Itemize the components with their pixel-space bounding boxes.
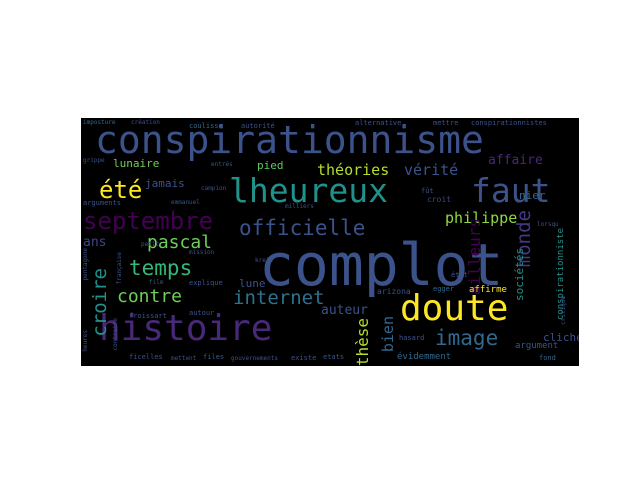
word-emmanuel: emmanuel xyxy=(171,199,200,206)
word-création: création xyxy=(131,119,160,126)
word-critique: critique xyxy=(560,296,567,325)
word-officielle: officielle xyxy=(239,216,366,240)
word-croire: croire xyxy=(89,268,111,337)
word-argument: argument xyxy=(515,341,559,351)
word-histoire: histoire xyxy=(99,308,273,349)
word-lune: lune xyxy=(239,277,266,290)
word-septembre: septembre xyxy=(83,207,214,235)
word-conspirationnistes: conspirationnistes xyxy=(471,119,547,127)
word-gouvernements: gouvernements xyxy=(231,355,278,362)
word-jamais: jamais xyxy=(145,177,185,190)
word-film: film xyxy=(149,279,164,286)
word-existe: existe xyxy=(291,354,317,362)
word-contre: contre xyxy=(117,286,183,307)
word-lunaire: lunaire xyxy=(113,157,160,170)
word-ailleurs: ailleurs xyxy=(465,218,484,296)
word-alternative: alternative xyxy=(355,119,402,127)
word-évidemment: évidemment xyxy=(397,352,452,362)
word-imposture: imposture xyxy=(83,119,116,126)
word-doute: doute xyxy=(400,288,509,329)
word-heures: heures xyxy=(82,330,89,352)
word-sociétés: sociétés xyxy=(513,248,526,301)
word-petit: petit xyxy=(141,241,160,248)
word-nier: nier xyxy=(519,189,546,202)
word-pascal: pascal xyxy=(147,232,213,253)
word-mission: mission xyxy=(189,249,215,256)
word-coulisse: coulisse xyxy=(189,122,223,130)
word-entrés: entrés xyxy=(211,161,233,168)
word-mettre: mettre xyxy=(433,119,459,127)
word-grippe: grippe xyxy=(83,157,105,164)
word-campion: campion xyxy=(201,185,227,192)
word-philippe: philippe xyxy=(445,209,518,227)
word-arizona: arizona xyxy=(377,287,411,296)
word-froissart: froissart xyxy=(129,312,167,320)
word-kreis: kreis xyxy=(255,257,274,264)
word-française: française xyxy=(116,252,123,285)
word-affaire: affaire xyxy=(488,153,543,168)
word-fût: fût xyxy=(421,187,434,195)
word-egger: egger xyxy=(433,285,455,293)
word-bien: bien xyxy=(379,316,397,353)
word-hasard: hasard xyxy=(399,334,425,342)
word-etats: etats xyxy=(323,353,345,361)
word-contraire: contraire xyxy=(112,318,119,351)
word-pentagone: pentagone xyxy=(82,248,89,281)
word-arguments: arguments xyxy=(83,199,121,207)
word-ans: ans xyxy=(83,235,107,250)
word-clichés: clichés xyxy=(543,331,579,344)
word-croit: croit xyxy=(427,195,452,204)
word-vérité: vérité xyxy=(404,161,459,179)
word-pied: pied xyxy=(257,159,284,172)
word-auteur: auteur xyxy=(321,303,368,318)
word-lheureux: lheureux xyxy=(229,171,388,210)
word-lorsqu: lorsqu xyxy=(537,221,559,228)
word-image: image xyxy=(435,326,499,350)
word-explique: explique xyxy=(189,279,223,287)
word-affirme: affirme xyxy=(469,285,507,295)
word-faut: faut xyxy=(471,171,551,210)
word-autorité: autorité xyxy=(241,122,275,130)
word-temps: temps xyxy=(129,256,193,280)
word-complot: complot xyxy=(259,231,504,299)
word-files: files xyxy=(203,353,225,361)
word-internet: internet xyxy=(233,287,325,309)
word-fond: fond xyxy=(539,354,556,362)
word-conspirationnisme: conspirationnisme xyxy=(95,118,484,162)
word-autour: autour xyxy=(189,309,215,317)
word-été: été xyxy=(99,176,143,204)
word-théories: théories xyxy=(317,161,390,179)
word-mettent: mettent xyxy=(171,355,197,362)
word-ficelles: ficelles xyxy=(129,353,163,361)
word-cloud: complot conspirationnisme lheureux histo… xyxy=(81,118,579,366)
word-thèse: thèse xyxy=(353,318,372,366)
word-état: état xyxy=(451,271,468,279)
word-milliers: milliers xyxy=(285,203,314,210)
